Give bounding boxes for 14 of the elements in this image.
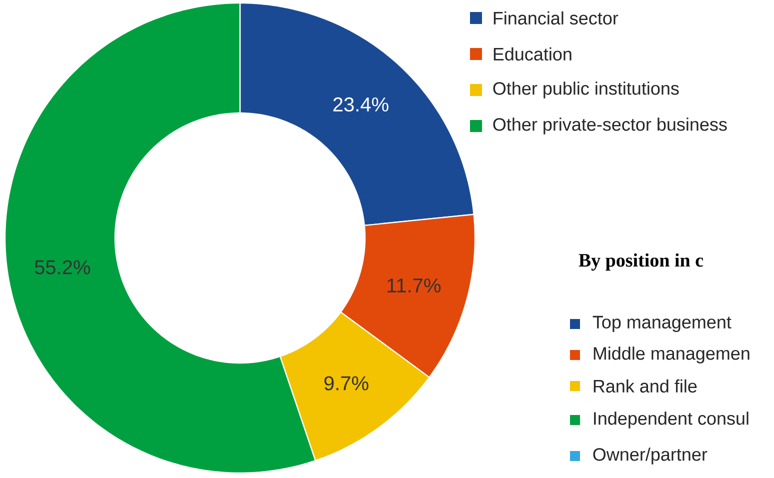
category-label: Top management xyxy=(592,316,732,332)
category-label: Independent consul xyxy=(594,412,748,428)
legend-label: Financial sector xyxy=(494,11,618,25)
legend-label: Education xyxy=(494,47,572,61)
legend-label: Other private-sector business xyxy=(493,118,727,134)
category-label: Rank and file xyxy=(594,379,697,393)
data-label: 23.4% xyxy=(333,97,388,112)
legend-label: Other public institutions xyxy=(493,82,679,98)
text: By position in c xyxy=(578,253,704,271)
data-label: 55.2% xyxy=(34,260,90,274)
category-label: Middle managemen xyxy=(594,346,750,364)
data-label: 9.7% xyxy=(324,376,368,390)
category-label: Owner/partner xyxy=(593,448,708,464)
data-label: 11.7% xyxy=(388,278,441,293)
